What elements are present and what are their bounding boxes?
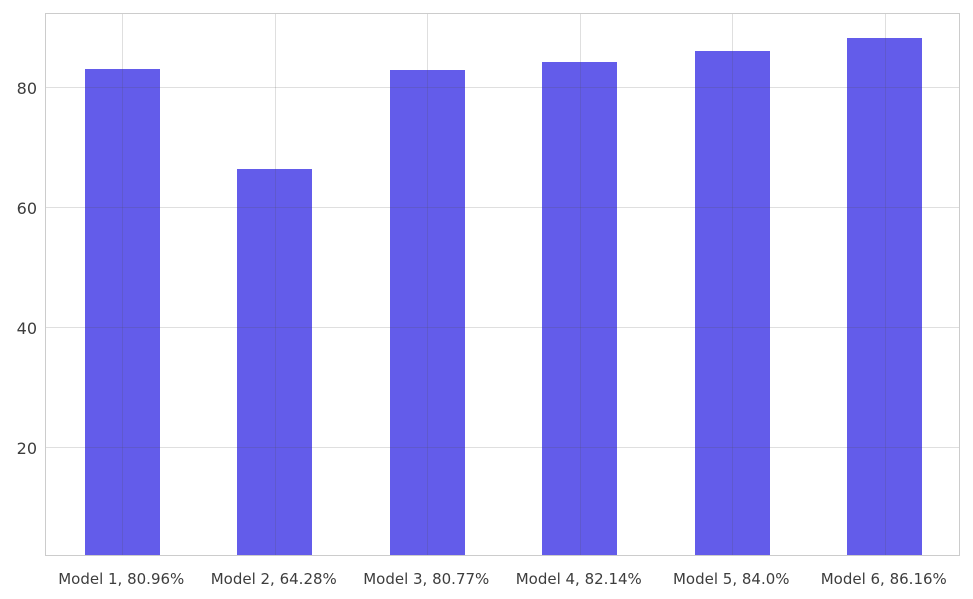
- x-axis-tick-label: Model 3, 80.77%: [363, 570, 490, 588]
- y-axis-tick-label: 20: [16, 439, 37, 459]
- x-axis-tick-label: Model 2, 64.28%: [210, 570, 337, 588]
- x-axis-tick-label: Model 5, 84.0%: [672, 570, 790, 588]
- y-axis-tick-label: 80: [16, 79, 37, 99]
- bar-6: [847, 38, 923, 555]
- bar-2: [237, 169, 313, 555]
- bar-1: [84, 69, 160, 555]
- vertical-gridline: [274, 14, 276, 555]
- x-axis-tick-label: Model 6, 86.16%: [820, 570, 947, 588]
- y-axis-tick-label: 40: [16, 319, 37, 339]
- vertical-gridline: [732, 14, 734, 555]
- bar-5: [694, 51, 770, 555]
- x-axis-tick-label: Model 1, 80.96%: [58, 570, 185, 588]
- x-axis-tick-label: Model 4, 82.14%: [515, 570, 642, 588]
- horizontal-gridline: [46, 207, 959, 209]
- vertical-gridline: [884, 14, 886, 555]
- bar-4: [542, 62, 618, 555]
- horizontal-gridline: [46, 87, 959, 89]
- plot-area: [45, 13, 960, 556]
- y-axis-tick-label: 60: [16, 199, 37, 219]
- vertical-gridline: [579, 14, 581, 555]
- horizontal-gridline: [46, 447, 959, 449]
- vertical-gridline: [122, 14, 124, 555]
- horizontal-gridline: [46, 327, 959, 329]
- bar-3: [389, 70, 465, 555]
- vertical-gridline: [427, 14, 429, 555]
